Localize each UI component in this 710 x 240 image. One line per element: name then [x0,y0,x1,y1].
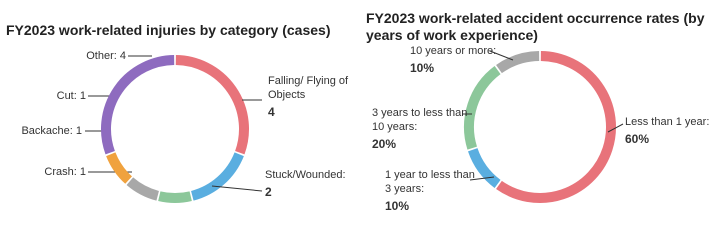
donut-segment [101,55,175,155]
value-label: 10% [385,199,410,213]
chart-canvas [85,50,624,203]
category-label: Stuck/Wounded: [265,169,346,181]
slice-label: Crash: 1 [20,165,86,179]
value-label: 2 [265,185,272,199]
donut-segment [468,147,501,188]
slice-label: Backache: 1 [10,124,82,138]
donut-segment [126,177,160,201]
donut-segment [464,66,501,150]
slice-label: Cut: 1 [20,89,86,103]
leader-line [211,185,263,192]
value-label: 60% [625,132,650,146]
category-label: Cut: [56,90,77,102]
value-label: 1 [79,166,86,178]
chart-title: FY2023 work-related accident occurrence … [366,10,705,43]
category-label: Crash: [44,166,77,178]
slice-label: Less than 1 year: 60% [625,115,710,146]
donut-segment [190,152,244,201]
slice-label: Other: 4 [50,49,126,63]
category-label: 1 year to less than 3 years: [385,169,475,195]
value-label: 4 [268,105,275,119]
donut-segment [106,152,133,184]
slice-label: 10 years or more: 10% [410,44,510,75]
category-label: Other: [86,50,117,62]
slice-label: Falling/ Flying of Objects 4 [268,74,358,119]
value-label: 10% [410,61,435,75]
value-label: 20% [372,137,397,151]
leader-line [489,50,514,61]
leader-line [607,123,624,133]
value-label: 1 [79,90,86,102]
leader-line [469,176,495,181]
category-label: Falling/ Flying of Objects [268,75,349,101]
value-label: 1 [75,125,82,137]
category-label: 3 years to less than 10 years: [372,107,468,133]
category-label: Backache: [21,125,73,137]
donut-segment [175,55,249,155]
slice-label: 1 year to less than 3 years: 10% [385,168,475,213]
category-label: Less than 1 year: [625,116,710,128]
donut-segment [496,51,540,74]
chart-title: FY2023 work-related injuries by category… [6,22,331,38]
donut-segment [496,51,616,203]
donut-segment [158,191,192,203]
slice-label: 3 years to less than 10 years: 20% [372,106,468,151]
category-label: 10 years or more: [410,45,497,57]
value-label: 4 [119,50,126,62]
slice-label: Stuck/Wounded: 2 [265,168,355,199]
page: FY2023 work-related injuries by category… [6,10,710,213]
